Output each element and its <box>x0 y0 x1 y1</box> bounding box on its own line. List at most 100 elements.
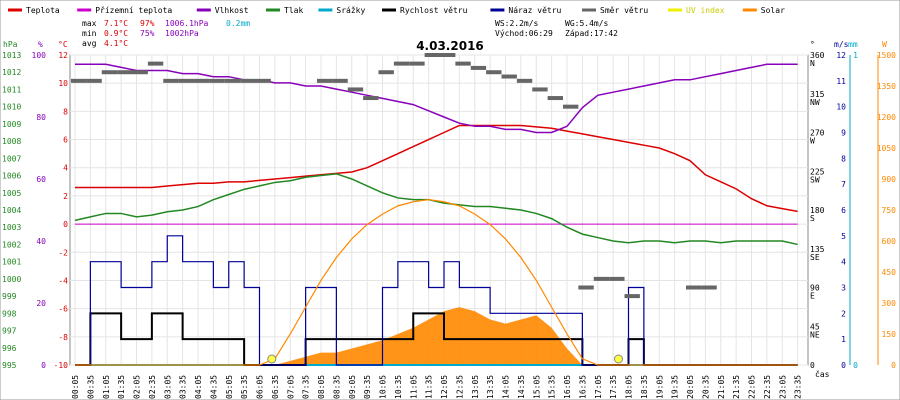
dir-name-3: SE <box>810 253 820 262</box>
mm-tick-1: 1 <box>853 51 858 60</box>
mm-unit: mm <box>848 40 858 49</box>
series-0 <box>75 124 798 213</box>
x-tick-16: 08:05 <box>317 375 326 399</box>
ms-unit: m/s <box>834 40 849 49</box>
ms-tick-3: 3 <box>841 284 846 293</box>
ms-tick-8: 8 <box>841 154 846 163</box>
celsius-tick-9: 8 <box>63 107 68 116</box>
series-6 <box>75 235 798 366</box>
wind-dir-mark-1 <box>86 78 102 83</box>
x-tick-9: 04:35 <box>209 375 218 399</box>
chart-title: 4.03.2016 <box>416 39 484 53</box>
legend-label-3: Tlak <box>284 6 303 15</box>
plot-area <box>71 53 798 366</box>
x-tick-45: 22:35 <box>763 375 772 399</box>
percent-tick-3: 60 <box>36 175 46 184</box>
wind-dir-mark-4 <box>132 70 148 75</box>
x-tick-30: 15:05 <box>532 375 541 399</box>
x-tick-26: 13:05 <box>471 375 480 399</box>
wind-dir-mark-21 <box>393 61 410 66</box>
wind-dir-mark-20 <box>378 70 394 75</box>
hpa-unit: hPa <box>3 40 18 49</box>
hpa-tick-2: 997 <box>2 327 17 336</box>
solar-tick-7: 1050 <box>877 144 896 153</box>
celsius-tick-11: 12 <box>58 51 68 60</box>
hpa-tick-6: 1001 <box>2 258 21 267</box>
ms-tick-2: 2 <box>841 309 846 318</box>
hpa-tick-13: 1008 <box>2 137 21 146</box>
solar-tick-6: 900 <box>882 175 897 184</box>
celsius-tick-4: -2 <box>58 248 68 257</box>
wind-dir-mark-27 <box>486 70 502 75</box>
wind-dir-mark-6 <box>163 78 179 83</box>
stat-max-press: 1006.1hPa <box>165 19 209 28</box>
dir-name-7: NW <box>810 98 820 107</box>
celsius-tick-3: -4 <box>58 276 68 285</box>
stat-avg-temp: 4.1°C <box>104 39 128 48</box>
series-9 <box>75 199 798 366</box>
solar-tick-4: 600 <box>882 237 897 246</box>
wind-dir-mark-28 <box>501 74 517 79</box>
wind-dir-mark-3 <box>117 70 133 75</box>
percent-tick-0: 0 <box>41 361 46 370</box>
solar-tick-3: 450 <box>882 268 897 277</box>
x-tick-7: 03:35 <box>179 375 188 399</box>
x-tick-44: 22:05 <box>748 375 757 399</box>
stat-max-hum: 97% <box>140 19 155 28</box>
wind-dir-mark-5 <box>147 61 164 66</box>
legend-label-8: UV index <box>686 6 725 15</box>
dir-name-8: N <box>810 59 815 68</box>
wind-dir-mark-22 <box>409 61 425 66</box>
solar-tick-1: 150 <box>882 330 897 339</box>
wind-dir-mark-41 <box>701 285 717 290</box>
legend-label-1: Přízemní teplota <box>95 6 172 15</box>
hpa-tick-18: 1013 <box>2 51 21 60</box>
percent-tick-5: 100 <box>32 51 47 60</box>
dir-unit: ° <box>810 40 815 49</box>
x-tick-33: 16:35 <box>578 375 587 399</box>
wind-dir-mark-33 <box>578 285 594 290</box>
dir-tick-2: 90 <box>810 284 820 293</box>
stat-min-press: 1002hPa <box>165 29 199 38</box>
x-tick-43: 21:35 <box>732 375 741 399</box>
x-tick-6: 03:05 <box>163 375 172 399</box>
stat-max-label: max <box>82 19 97 28</box>
celsius-tick-10: 10 <box>58 79 68 88</box>
solar-tick-0: 0 <box>891 361 896 370</box>
x-tick-38: 19:05 <box>655 375 664 399</box>
wind-dir-mark-10 <box>224 78 241 83</box>
wind-dir-mark-30 <box>532 87 548 92</box>
celsius-tick-5: 0 <box>63 220 68 229</box>
dir-tick-5: 225 <box>810 167 825 176</box>
x-tick-11: 05:35 <box>240 375 249 399</box>
wind-dir-mark-16 <box>317 78 333 83</box>
wind-dir-mark-40 <box>686 285 702 290</box>
celsius-unit: °C <box>58 40 68 49</box>
x-tick-18: 09:05 <box>348 375 357 399</box>
ms-tick-1: 1 <box>841 335 846 344</box>
wind-dir-mark-7 <box>178 78 194 83</box>
legend-label-0: Teplota <box>26 6 60 15</box>
hpa-tick-5: 1000 <box>2 275 21 284</box>
wind-dir-mark-9 <box>209 78 225 83</box>
x-tick-28: 14:05 <box>502 375 511 399</box>
hpa-tick-12: 1007 <box>2 154 21 163</box>
ms-tick-12: 12 <box>836 51 846 60</box>
hpa-tick-11: 1006 <box>2 172 21 181</box>
legend: Teplota Přízemní teplota Vlhkost Tlak Srážky… <box>8 6 785 15</box>
x-tick-15: 07:35 <box>302 375 311 399</box>
x-tick-5: 02:35 <box>148 375 157 399</box>
x-tick-34: 17:05 <box>594 375 603 399</box>
x-tick-25: 12:35 <box>455 375 464 399</box>
legend-label-5: Rychlost větru <box>400 6 468 15</box>
sunset-marker <box>614 354 624 364</box>
hpa-tick-7: 1002 <box>2 240 21 249</box>
stat-sunset: Západ:17:42 <box>565 29 618 38</box>
dir-tick-3: 135 <box>810 245 825 254</box>
celsius-tick-1: -8 <box>58 333 68 342</box>
wind-dir-mark-34 <box>593 276 610 281</box>
ms-tick-9: 9 <box>841 129 846 138</box>
dir-tick-4: 180 <box>810 206 825 215</box>
x-tick-32: 16:05 <box>563 375 572 399</box>
